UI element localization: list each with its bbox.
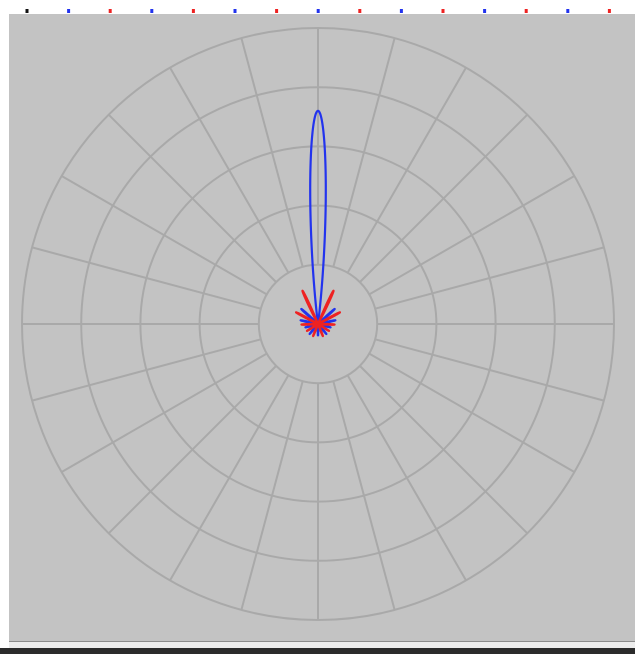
tick-mark xyxy=(607,9,611,13)
series-layer xyxy=(294,109,342,338)
tick-mark xyxy=(483,9,487,13)
tick-mark xyxy=(566,9,570,13)
grid-ring xyxy=(21,27,615,621)
bottom-bar xyxy=(0,648,635,654)
grid-ring xyxy=(198,204,438,444)
tick-strip-svg xyxy=(25,9,611,13)
series-line xyxy=(294,289,342,338)
polar-chart xyxy=(21,27,615,621)
tick-mark xyxy=(25,9,29,13)
grid-ring xyxy=(139,145,497,503)
bottom-separator xyxy=(9,641,635,648)
tick-mark xyxy=(108,9,112,13)
tick-mark xyxy=(233,9,237,13)
tick-mark xyxy=(150,9,154,13)
grid-rings xyxy=(21,27,615,621)
grid-ring xyxy=(257,263,379,385)
tick-mark xyxy=(399,9,403,13)
tick-mark xyxy=(67,9,71,13)
grid-ring xyxy=(80,86,556,562)
series-line xyxy=(299,109,337,337)
tick-mark xyxy=(441,9,445,13)
tick-mark xyxy=(524,9,528,13)
tick-mark xyxy=(191,9,195,13)
polar-plot-panel xyxy=(9,14,635,641)
tick-mark xyxy=(316,9,320,13)
tick-strip xyxy=(0,0,635,14)
tick-mark xyxy=(358,9,362,13)
tick-mark xyxy=(275,9,279,13)
